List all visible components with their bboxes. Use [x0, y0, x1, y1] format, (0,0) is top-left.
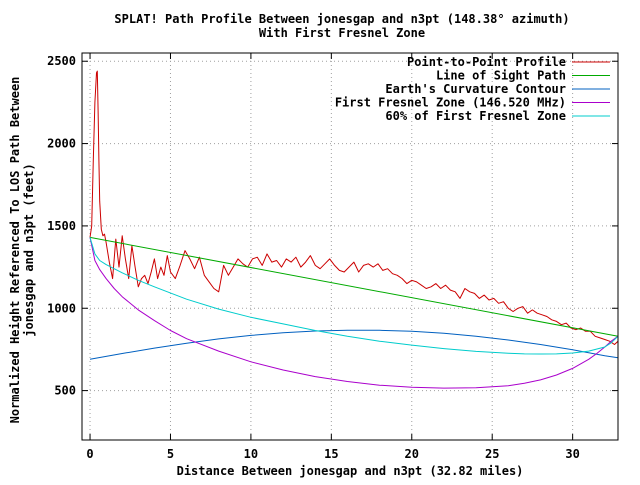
y-tick-label: 2500 — [47, 54, 76, 68]
legend-label-line-of-sight-path: Line of Sight Path — [436, 69, 566, 83]
y-tick-label: 1500 — [47, 219, 76, 233]
axis-ticks: 0 5 10 15 20 25 30 500 1000 1500 2000 2500 — [47, 53, 618, 461]
legend-label-earth-s-curvature-contour: Earth's Curvature Contour — [385, 82, 566, 96]
y-axis-label-line1: Normalized Height Referenced To LOS Path… — [8, 77, 22, 424]
x-tick-label: 10 — [244, 447, 258, 461]
x-tick-label: 25 — [485, 447, 499, 461]
y-axis-label-line2: jonesgap and n3pt (feet) — [22, 163, 36, 336]
x-tick-label: 15 — [324, 447, 338, 461]
plot-series — [89, 70, 619, 389]
plot-frame — [81, 52, 619, 441]
x-tick-label: 30 — [565, 447, 579, 461]
chart-subtitle: With First Fresnel Zone — [259, 26, 425, 40]
series-line-first-fresnel-zone-146-520-mhz — [89, 237, 619, 389]
legend-label-first-fresnel-zone-146-520-mhz: First Fresnel Zone (146.520 MHz) — [335, 96, 566, 110]
legend-label-point-to-point-profile: Point-to-Point Profile — [407, 55, 566, 69]
y-tick-label: 1000 — [47, 301, 76, 315]
series-line-line-of-sight-path — [89, 236, 619, 337]
series-line-60-of-first-fresnel-zone — [89, 237, 619, 355]
grid-lines — [82, 53, 618, 440]
chart-title: SPLAT! Path Profile Between jonesgap and… — [114, 12, 569, 26]
x-tick-label: 20 — [405, 447, 419, 461]
y-tick-label: 2000 — [47, 137, 76, 151]
y-tick-label: 500 — [54, 384, 76, 398]
legend-label-60-of-first-fresnel-zone: 60% of First Fresnel Zone — [385, 109, 566, 123]
x-tick-label: 5 — [167, 447, 174, 461]
x-axis-label: Distance Between jonesgap and n3pt (32.8… — [177, 464, 524, 478]
series-line-earth-s-curvature-contour — [89, 329, 619, 360]
series-line-point-to-point-profile — [89, 70, 619, 345]
x-tick-label: 0 — [86, 447, 93, 461]
